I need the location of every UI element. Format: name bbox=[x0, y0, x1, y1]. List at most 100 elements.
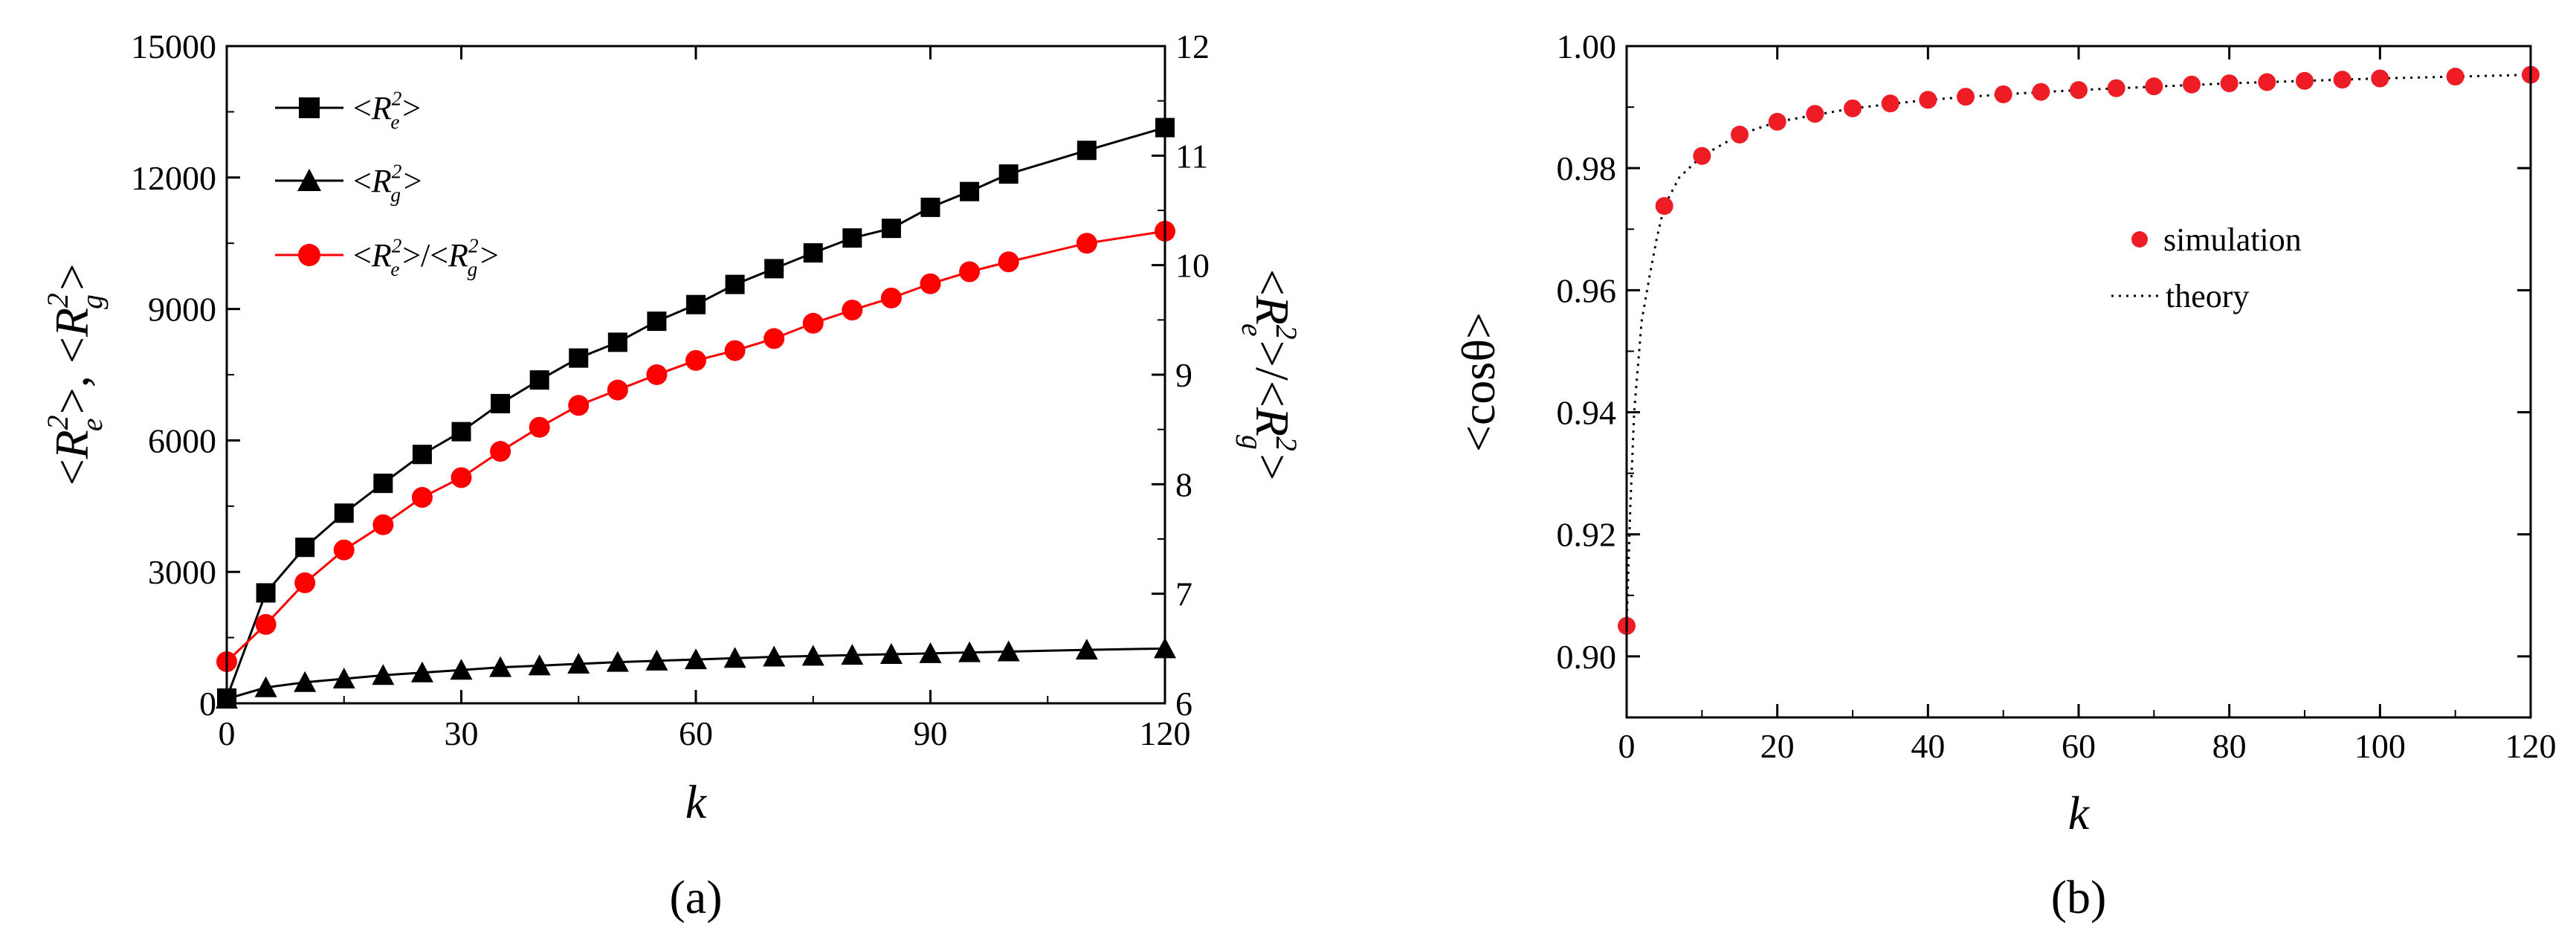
data-point-triangle bbox=[528, 654, 551, 676]
data-point-square bbox=[998, 164, 1019, 184]
simulation-point bbox=[1957, 88, 1975, 106]
panel-a-plot-frame bbox=[225, 45, 1166, 705]
data-point-circle bbox=[1076, 233, 1097, 254]
panel-b-plot-frame bbox=[1625, 45, 2532, 719]
data-point-triangle bbox=[294, 671, 317, 692]
data-point-square bbox=[569, 348, 589, 368]
simulation-point bbox=[2258, 73, 2276, 91]
data-point-triangle bbox=[723, 647, 746, 668]
simulation-point bbox=[1655, 197, 1673, 216]
panel-b-chart: 0 20 40 60 80 100 1200.900.920.940.960.981.00 … bbox=[1452, 28, 2557, 923]
x-tick-label: 90 bbox=[914, 714, 948, 752]
data-point-square bbox=[960, 181, 980, 201]
superscript: 2 bbox=[392, 88, 402, 110]
data-point-triangle bbox=[606, 651, 629, 672]
data-point-triangle bbox=[254, 676, 277, 697]
data-point-circle bbox=[451, 467, 472, 488]
subscript: e bbox=[390, 258, 399, 280]
symbol-r: R bbox=[448, 237, 468, 274]
data-point-square bbox=[373, 474, 393, 494]
right-y-tick-label: 10 bbox=[1175, 247, 1210, 285]
simulation-point bbox=[1768, 112, 1786, 131]
label-text bbox=[45, 291, 98, 294]
subscript: e bbox=[390, 111, 399, 133]
left-y-tick-label: 12000 bbox=[131, 159, 216, 197]
superscript: 2 bbox=[42, 415, 74, 430]
panel-a-caption: (a) bbox=[669, 871, 722, 923]
superscript: 2 bbox=[42, 293, 74, 308]
legend-entry-ratio: <R2 e >/<R2 g > bbox=[275, 235, 499, 281]
label-text bbox=[45, 414, 98, 418]
data-point-circle bbox=[333, 539, 355, 561]
simulation-point bbox=[1994, 85, 2012, 103]
label-text bbox=[1246, 337, 1299, 340]
legend-square-marker bbox=[299, 97, 320, 118]
simulation-point bbox=[2183, 75, 2201, 94]
symbol-r: R bbox=[1246, 407, 1299, 436]
y-tick-label: 0.90 bbox=[1557, 638, 1617, 676]
data-point-square bbox=[725, 274, 745, 294]
simulation-point bbox=[1693, 146, 1711, 165]
legend-entry-re2: <R2 e > bbox=[275, 88, 421, 134]
svg-text:<R2e >/<R2g >: <R2e >/<R2g > bbox=[353, 235, 499, 281]
subscript: e bbox=[76, 419, 109, 432]
data-point-square bbox=[256, 583, 276, 603]
superscript: 2 bbox=[392, 235, 402, 257]
symbol-r: R bbox=[45, 308, 98, 338]
symbol-r: R bbox=[371, 237, 392, 274]
legend-label-theory: theory bbox=[2166, 278, 2249, 314]
data-point-square bbox=[607, 332, 627, 352]
panel-b-y-axis-label: <cosθ> bbox=[1452, 312, 1505, 452]
data-point-triangle bbox=[489, 656, 512, 677]
x-tick-label: 120 bbox=[2505, 727, 2557, 765]
label-text bbox=[401, 163, 404, 199]
panel-a-left-y-axis-label: <R2e >, <R2g > bbox=[42, 264, 109, 486]
data-point-triangle bbox=[879, 642, 903, 664]
simulation-point bbox=[2032, 83, 2050, 101]
left-y-tick-label: 0 bbox=[199, 685, 216, 723]
legend-label-re2: <R2 e > bbox=[353, 88, 421, 134]
x-tick-label: 100 bbox=[2354, 727, 2406, 765]
legend-triangle-marker bbox=[297, 169, 321, 191]
x-tick-label: 30 bbox=[445, 714, 479, 752]
panel-a-chart: 0 30 60 90 120 0 3000 6000 9000 12000 15000 6 7 8 9 10 1… bbox=[42, 28, 1302, 923]
simulation-point bbox=[2070, 81, 2088, 100]
right-y-tick-label: 7 bbox=[1175, 575, 1192, 613]
data-point-triangle bbox=[1075, 639, 1098, 660]
left-y-tick-label: 6000 bbox=[148, 422, 216, 459]
superscript: 2 bbox=[1270, 325, 1302, 340]
x-tick-label: 40 bbox=[1911, 727, 1945, 765]
symbol-r: R bbox=[371, 163, 392, 199]
simulation-point bbox=[2371, 69, 2389, 88]
legend-label-rg2: <R2 g > bbox=[353, 161, 422, 207]
svg-text:<R2g >: <R2 g > bbox=[353, 161, 422, 207]
data-point-square bbox=[491, 393, 511, 413]
data-point-triangle bbox=[410, 661, 433, 682]
left-y-tick-label: 3000 bbox=[148, 553, 216, 591]
x-tick-label: 60 bbox=[679, 714, 713, 752]
panel-a-legend: <R2 e > <R2 g > <R2 e >/<R2 g > bbox=[275, 88, 499, 281]
x-tick-label: 20 bbox=[1760, 727, 1795, 765]
svg-text:<R2e >: <R2 e > bbox=[353, 88, 421, 134]
data-point-triangle bbox=[841, 644, 864, 665]
data-point-triangle bbox=[958, 641, 981, 662]
x-tick-label: 0 bbox=[1618, 727, 1636, 765]
data-point-triangle bbox=[332, 667, 355, 688]
data-point-triangle bbox=[567, 652, 590, 674]
data-point-square bbox=[647, 312, 667, 332]
superscript: 2 bbox=[468, 235, 479, 257]
data-point-circle bbox=[764, 328, 785, 349]
left-y-tick-label: 9000 bbox=[148, 291, 216, 329]
right-y-tick-label: 9 bbox=[1175, 356, 1192, 394]
data-point-circle bbox=[529, 416, 550, 438]
y-tick-label: 0.94 bbox=[1557, 394, 1617, 432]
panel-b-legend: simulation theory bbox=[2111, 222, 2302, 314]
legend-label-simulation: simulation bbox=[2163, 222, 2302, 258]
data-point-triangle bbox=[685, 648, 707, 670]
legend-entry-rg2: <R2 g > bbox=[275, 161, 422, 207]
data-point-square bbox=[1076, 141, 1097, 161]
subscript: g bbox=[468, 258, 478, 280]
data-point-square bbox=[295, 538, 315, 558]
simulation-point bbox=[1731, 126, 1749, 144]
legend-circle-marker bbox=[298, 244, 320, 266]
